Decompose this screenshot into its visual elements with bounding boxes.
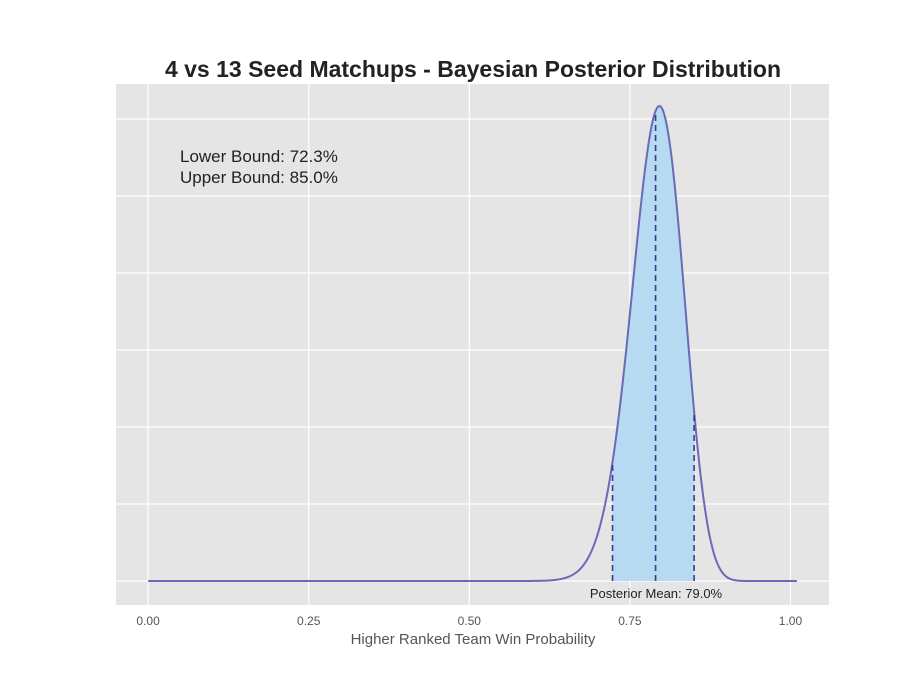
posterior-mean-annotation: Posterior Mean: 79.0% bbox=[590, 586, 723, 601]
lower-bound-annotation: Lower Bound: 72.3% bbox=[180, 147, 338, 166]
x-tick-label: 0.75 bbox=[618, 614, 642, 628]
x-tick-label: 1.00 bbox=[779, 614, 803, 628]
x-tick-label: 0.50 bbox=[458, 614, 482, 628]
x-axis-label: Higher Ranked Team Win Probability bbox=[351, 631, 596, 648]
x-tick-label: 0.00 bbox=[136, 614, 160, 628]
chart-title: 4 vs 13 Seed Matchups - Bayesian Posteri… bbox=[165, 56, 781, 82]
x-tick-labels: 0.00 0.25 0.50 0.75 1.00 bbox=[136, 614, 802, 628]
plot-area bbox=[116, 84, 829, 605]
grid-lines bbox=[116, 84, 829, 605]
credible-interval-fill bbox=[612, 106, 695, 581]
bound-lines bbox=[611, 110, 695, 581]
posterior-density-curve bbox=[148, 104, 797, 582]
upper-bound-annotation: Upper Bound: 85.0% bbox=[180, 168, 338, 187]
x-tick-label: 0.25 bbox=[297, 614, 321, 628]
